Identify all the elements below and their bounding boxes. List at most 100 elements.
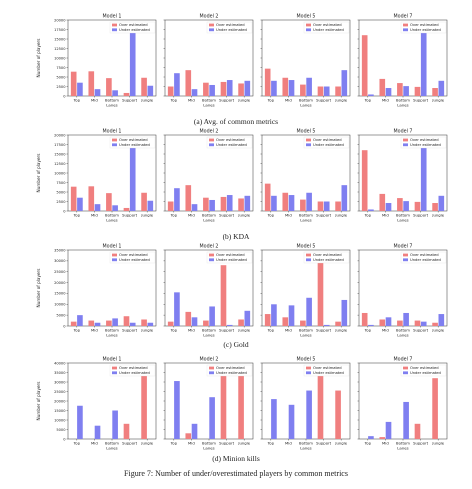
legend-swatch-under-1-2 xyxy=(306,143,311,147)
bar-2-2-over-2 xyxy=(300,320,306,326)
legend-box-1-2 xyxy=(303,136,350,149)
xtick-label-1-2-4: Jungle xyxy=(334,213,347,218)
caption-c: (c) Gold xyxy=(223,340,249,349)
xtick-label-2-2-2: Bottom xyxy=(299,328,313,333)
panel-title-3-3: Model 7 xyxy=(394,357,413,363)
bar-1-2-under-3 xyxy=(323,201,330,211)
xtick-label-1-0-4: Jungle xyxy=(140,213,153,218)
bar-0-1-under-4 xyxy=(244,80,251,96)
bar-0-1-over-2 xyxy=(203,82,209,96)
xtick-label-1-0-0: Top xyxy=(73,213,81,218)
legend-label-over-2-1: Over estimated xyxy=(216,253,245,257)
xtick-label-1-1-0: Top xyxy=(170,213,178,218)
xtick-label-0-1-2: Bottom xyxy=(202,98,216,103)
bar-0-0-under-1 xyxy=(94,89,101,96)
legend-label-over-3-2: Over estimated xyxy=(313,366,342,370)
bar-0-2-over-1 xyxy=(282,77,289,96)
panel-title-2-2: Model 5 xyxy=(297,244,316,250)
panel-title-3-0: Model 1 xyxy=(103,357,122,363)
xlabel-2-3: Lanes xyxy=(397,333,408,338)
bar-0-2-under-4 xyxy=(341,70,348,96)
legend-box-0-0 xyxy=(109,21,156,34)
xlabel-3-1: Lanes xyxy=(203,446,214,451)
ytick-label-3-6: 30000 xyxy=(54,380,66,384)
bar-2-1-over-0 xyxy=(167,321,174,326)
legend-swatch-under-2-2 xyxy=(306,258,311,262)
ylabel-0: Number of players xyxy=(36,39,41,78)
ytick-label-1-4: 10000 xyxy=(54,171,66,175)
bar-0-1-over-1 xyxy=(185,70,192,96)
xtick-label-3-0-3: Support xyxy=(122,441,138,446)
bar-2-3-under-2 xyxy=(403,312,409,326)
ytick-label-0-1: 2500 xyxy=(56,85,66,89)
bar-1-0-over-2 xyxy=(106,193,112,211)
xtick-label-0-1-1: Mid xyxy=(188,98,195,103)
xtick-label-1-3-0: Top xyxy=(364,213,372,218)
bar-1-2-under-1 xyxy=(288,195,295,211)
ylabel-1: Number of players xyxy=(36,154,41,193)
xtick-label-1-2-0: Top xyxy=(267,213,275,218)
legend-swatch-under-0-3 xyxy=(403,28,408,32)
xtick-label-0-0-4: Jungle xyxy=(140,98,153,103)
bar-2-2-under-2 xyxy=(306,297,312,326)
bar-2-2-under-1 xyxy=(288,305,295,326)
legend-box-3-3 xyxy=(400,364,447,377)
bar-1-0-over-1 xyxy=(88,186,95,211)
ytick-label-2-0: 0 xyxy=(63,324,66,328)
bar-3-3-under-0 xyxy=(368,436,374,439)
bar-0-2-over-2 xyxy=(300,84,306,96)
bar-2-2-under-0 xyxy=(271,304,277,326)
xlabel-0-0: Lanes xyxy=(106,103,117,108)
panel-title-0-1: Model 2 xyxy=(200,14,219,20)
panel-title-1-3: Model 7 xyxy=(394,129,413,135)
bar-1-0-under-4 xyxy=(147,200,154,211)
xtick-label-3-2-0: Top xyxy=(267,441,275,446)
xtick-label-0-2-2: Bottom xyxy=(299,98,313,103)
panel-title-0-3: Model 7 xyxy=(394,14,413,20)
xtick-label-2-0-0: Top xyxy=(73,328,81,333)
xtick-label-2-3-2: Bottom xyxy=(396,328,410,333)
bar-2-2-over-0 xyxy=(264,314,271,326)
xtick-label-2-1-2: Bottom xyxy=(202,328,216,333)
bar-3-3-under-1 xyxy=(385,421,392,439)
legend-label-under-0-3: Under estimated xyxy=(410,28,441,32)
legend-box-3-0 xyxy=(109,364,156,377)
xtick-label-0-2-4: Jungle xyxy=(334,98,347,103)
bar-1-1-under-1 xyxy=(191,204,198,211)
bar-1-1-over-4 xyxy=(238,198,244,211)
bar-2-1-over-3 xyxy=(220,265,227,326)
bar-0-1-under-3 xyxy=(226,80,233,96)
xtick-label-0-0-3: Support xyxy=(122,98,138,103)
xtick-label-2-1-4: Jungle xyxy=(237,328,250,333)
ytick-label-3-7: 35000 xyxy=(54,371,66,375)
panel-title-2-3: Model 7 xyxy=(394,244,413,250)
legend-swatch-under-3-0 xyxy=(112,371,117,375)
legend-swatch-under-2-1 xyxy=(209,258,214,262)
legend-label-under-1-2: Under estimated xyxy=(313,143,344,147)
legend-swatch-over-2-2 xyxy=(306,253,311,257)
bar-1-0-over-0 xyxy=(70,186,77,211)
bar-0-2-under-2 xyxy=(306,77,312,96)
bar-3-0-over-4 xyxy=(141,370,147,439)
bar-2-2-over-3 xyxy=(317,260,324,326)
bar-2-1-over-4 xyxy=(238,319,244,326)
bar-0-3-under-1 xyxy=(385,88,392,96)
ytick-label-3-8: 40000 xyxy=(54,361,66,365)
xtick-label-0-3-3: Support xyxy=(413,98,429,103)
legend-label-under-1-3: Under estimated xyxy=(410,143,441,147)
legend-label-over-1-2: Over estimated xyxy=(313,138,342,142)
bar-1-0-under-2 xyxy=(112,205,118,211)
xtick-label-2-0-1: Mid xyxy=(91,328,98,333)
panel-title-1-2: Model 5 xyxy=(297,129,316,135)
bar-3-2-under-1 xyxy=(288,404,295,439)
legend-swatch-under-2-3 xyxy=(403,258,408,262)
bar-0-3-over-2 xyxy=(397,83,403,96)
panel-title-2-1: Model 2 xyxy=(200,244,219,250)
xtick-label-3-2-2: Bottom xyxy=(299,441,313,446)
legend-label-under-1-1: Under estimated xyxy=(216,143,247,147)
bar-0-3-over-1 xyxy=(379,78,386,96)
ytick-label-3-1: 5000 xyxy=(56,428,66,432)
bar-0-0-over-2 xyxy=(106,78,112,96)
bar-2-1-under-2 xyxy=(209,306,215,326)
ytick-label-1-0: 0 xyxy=(63,209,66,213)
